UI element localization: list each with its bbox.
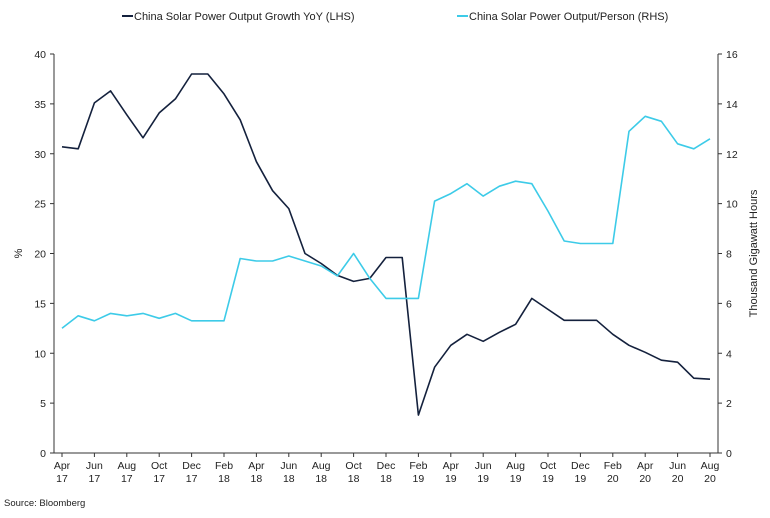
x-tick-label-month: Feb xyxy=(215,460,233,472)
x-tick-label-year: 17 xyxy=(89,473,101,485)
x-tick-label-month: Aug xyxy=(701,460,720,472)
right-y-tick-label: 10 xyxy=(726,199,738,211)
x-tick-label-year: 19 xyxy=(445,473,457,485)
x-tick-label-year: 20 xyxy=(672,473,684,485)
x-tick-label-month: Jun xyxy=(669,460,686,472)
x-tick-label-year: 19 xyxy=(477,473,489,485)
x-tick-label-year: 18 xyxy=(283,473,295,485)
x-tick-label-year: 18 xyxy=(218,473,230,485)
right-y-tick-label: 4 xyxy=(726,348,732,360)
right-y-tick-label: 6 xyxy=(726,298,732,310)
x-tick-label-month: Dec xyxy=(377,460,396,472)
x-tick-label-month: Feb xyxy=(604,460,622,472)
x-tick-label-year: 17 xyxy=(186,473,198,485)
x-tick-label-month: Dec xyxy=(182,460,201,472)
x-tick-label-month: Oct xyxy=(151,460,167,472)
x-tick-label-month: Oct xyxy=(345,460,361,472)
growth-yoy-series-line xyxy=(61,73,711,416)
x-tick-label-year: 18 xyxy=(315,473,327,485)
series-lines xyxy=(61,73,711,416)
left-y-tick-label: 15 xyxy=(34,298,46,310)
x-tick-label-month: Jun xyxy=(86,460,103,472)
x-tick-label-month: Jun xyxy=(280,460,297,472)
legend-label: China Solar Power Output/Person (RHS) xyxy=(469,11,668,23)
x-tick-label-year: 19 xyxy=(542,473,554,485)
x-tick-label-year: 20 xyxy=(607,473,619,485)
x-tick-label-month: Aug xyxy=(312,460,331,472)
x-tick-label-month: Apr xyxy=(248,460,265,472)
right-y-tick-label: 8 xyxy=(726,249,732,261)
x-tick-label-month: Aug xyxy=(117,460,136,472)
source-note: Source: Bloomberg xyxy=(4,498,85,509)
right-y-tick-label: 16 xyxy=(726,49,738,61)
left-y-tick-label: 5 xyxy=(40,398,46,410)
right-y-tick-label: 0 xyxy=(726,448,732,460)
left-y-tick-label: 30 xyxy=(34,149,46,161)
right-y-tick-label: 2 xyxy=(726,398,732,410)
x-tick-label-year: 18 xyxy=(380,473,392,485)
left-y-tick-label: 10 xyxy=(34,348,46,360)
x-tick-label-month: Jun xyxy=(475,460,492,472)
right-y-tick-label: 14 xyxy=(726,99,738,111)
x-tick-label-year: 17 xyxy=(153,473,165,485)
legend: China Solar Power Output Growth YoY (LHS… xyxy=(122,11,668,23)
legend-label: China Solar Power Output Growth YoY (LHS… xyxy=(134,11,355,23)
x-tick-label-year: 18 xyxy=(251,473,263,485)
right-y-tick-label: 12 xyxy=(726,149,738,161)
x-tick-label-month: Feb xyxy=(409,460,427,472)
axes xyxy=(53,54,719,454)
x-tick-label-year: 20 xyxy=(639,473,651,485)
x-tick-label-year: 19 xyxy=(413,473,425,485)
left-y-tick-label: 20 xyxy=(34,249,46,261)
x-tick-label-year: 17 xyxy=(56,473,68,485)
x-tick-label-month: Apr xyxy=(54,460,71,472)
x-tick-label-month: Apr xyxy=(637,460,654,472)
x-tick-label-month: Aug xyxy=(506,460,525,472)
left-y-tick-label: 40 xyxy=(34,49,46,61)
x-tick-label-year: 18 xyxy=(348,473,360,485)
left-y-tick-label: 25 xyxy=(34,199,46,211)
x-tick-label-month: Apr xyxy=(443,460,460,472)
output-per-person-series-line xyxy=(61,115,711,329)
x-tick-label-year: 17 xyxy=(121,473,133,485)
ticks: 05101520253035400246810121416Apr17Jun17A… xyxy=(34,49,738,485)
right-y-axis-title: Thousand Gigawatt Hours xyxy=(748,189,760,317)
x-tick-label-year: 19 xyxy=(575,473,587,485)
x-tick-label-year: 20 xyxy=(704,473,716,485)
x-tick-label-year: 19 xyxy=(510,473,522,485)
left-y-axis-title: % xyxy=(13,248,25,258)
left-y-tick-label: 35 xyxy=(34,99,46,111)
x-tick-label-month: Oct xyxy=(540,460,556,472)
x-tick-label-month: Dec xyxy=(571,460,590,472)
left-y-tick-label: 0 xyxy=(40,448,46,460)
